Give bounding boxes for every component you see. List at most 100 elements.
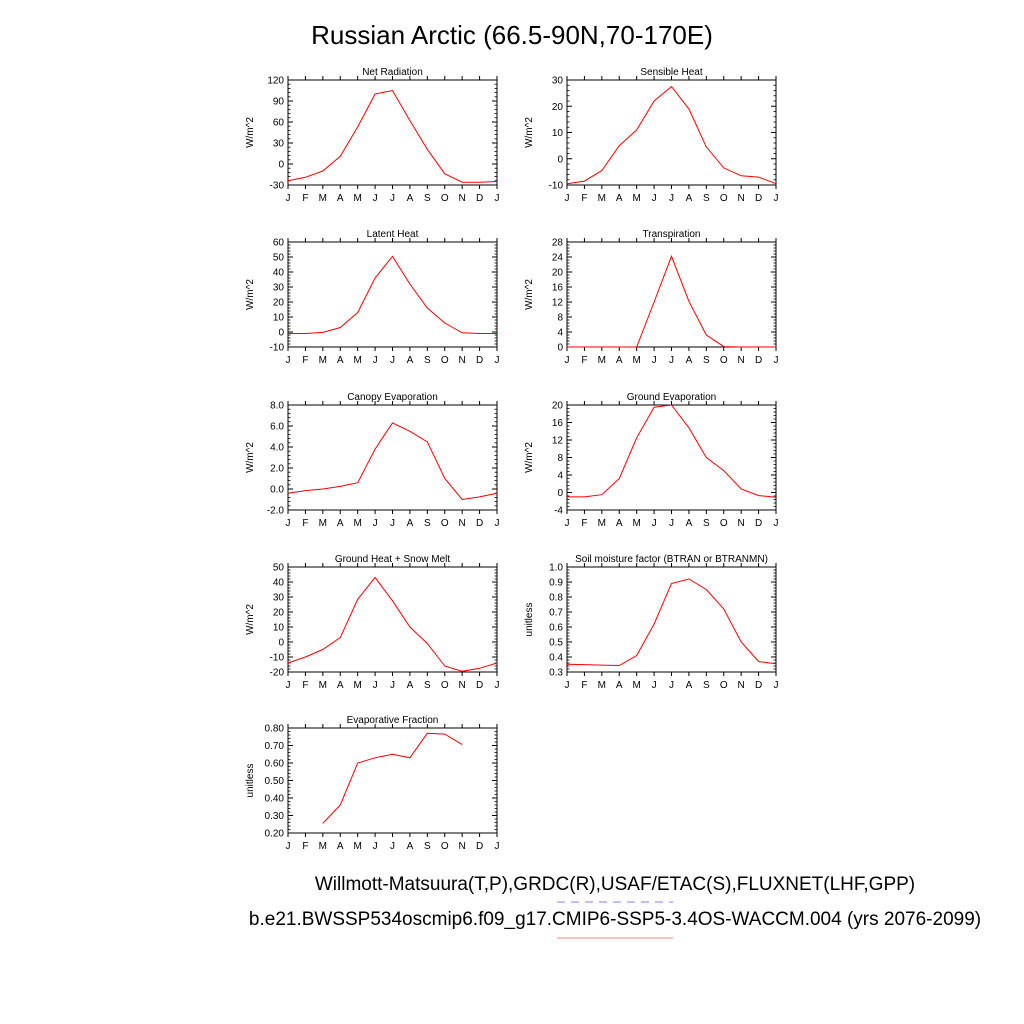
panel-title: Net Radiation: [362, 67, 423, 78]
y-tick-label: 0.70: [265, 741, 285, 752]
y-tick-label: 0.60: [265, 759, 285, 770]
y-tick-label: 120: [267, 76, 284, 87]
x-tick-label: M: [319, 193, 327, 204]
x-tick-label: F: [581, 518, 587, 529]
y-tick-label: -10: [270, 343, 285, 354]
x-tick-label: J: [669, 518, 674, 529]
x-tick-label: J: [652, 680, 657, 691]
x-tick-label: F: [302, 355, 308, 366]
x-tick-label: J: [390, 518, 395, 529]
x-tick-label: D: [755, 518, 762, 529]
y-axis-label: W/m^2: [245, 442, 256, 473]
x-tick-label: J: [373, 193, 378, 204]
x-tick-label: N: [459, 193, 466, 204]
x-tick-label: S: [703, 680, 710, 691]
y-tick-label: 0: [278, 328, 284, 339]
x-tick-label: A: [686, 518, 693, 529]
series-line: [287, 89, 498, 183]
series-line: [566, 85, 777, 185]
x-tick-label: N: [738, 680, 745, 691]
plot-frame: [566, 79, 777, 186]
y-tick-label: 20: [552, 268, 564, 279]
y-tick-label: 0.30: [265, 811, 285, 822]
x-tick-label: M: [319, 680, 327, 691]
x-tick-label: J: [669, 355, 674, 366]
x-tick-label: F: [581, 680, 587, 691]
y-axis-label: W/m^2: [524, 117, 535, 148]
figure-title: Russian Arctic (66.5-90N,70-170E): [311, 20, 713, 50]
y-tick-label: 12: [552, 436, 564, 447]
x-tick-label: N: [459, 518, 466, 529]
x-tick-label: D: [476, 518, 483, 529]
x-tick-label: M: [319, 841, 327, 852]
x-tick-label: A: [407, 680, 414, 691]
x-tick-label: O: [441, 680, 449, 691]
x-tick-label: M: [598, 518, 606, 529]
x-tick-label: S: [424, 841, 431, 852]
x-tick-label: A: [407, 841, 414, 852]
chart-panel: Ground Heat + Snow Melt -20 -10 0 10 20 30 40 50…: [245, 554, 500, 691]
x-tick-label: S: [424, 518, 431, 529]
y-axis-label: unitless: [524, 603, 535, 637]
y-tick-label: 0.3: [549, 668, 563, 679]
x-tick-label: O: [720, 193, 728, 204]
y-tick-label: 0: [557, 154, 563, 165]
y-tick-label: 8.0: [270, 401, 284, 412]
x-tick-label: N: [738, 193, 745, 204]
y-tick-label: 0.80: [265, 724, 285, 735]
y-tick-label: 16: [552, 418, 564, 429]
x-tick-label: F: [302, 680, 308, 691]
x-tick-label: F: [302, 518, 308, 529]
x-tick-label: J: [774, 518, 779, 529]
y-tick-label: 0.50: [265, 776, 285, 787]
x-tick-label: D: [476, 680, 483, 691]
x-tick-label: J: [286, 355, 291, 366]
plot-frame: [566, 241, 777, 348]
panel-title: Latent Heat: [367, 229, 419, 240]
series-line: [566, 578, 777, 667]
y-tick-label: 0.7: [549, 608, 563, 619]
x-tick-label: O: [720, 355, 728, 366]
footer-line-2: b.e21.BWSSP534oscmip6.f09_g17.CMIP6-SSP5…: [249, 909, 981, 930]
x-tick-label: O: [441, 355, 449, 366]
x-tick-label: N: [738, 355, 745, 366]
y-tick-label: 40: [273, 578, 285, 589]
chart-panel: Soil moisture factor (BTRAN or BTRANMN) 0…: [524, 554, 779, 691]
x-tick-label: J: [373, 680, 378, 691]
x-tick-label: M: [353, 680, 361, 691]
y-tick-label: 50: [273, 253, 285, 264]
x-tick-label: J: [565, 355, 570, 366]
panel-title: Ground Heat + Snow Melt: [335, 554, 451, 565]
y-tick-label: -10: [549, 181, 564, 192]
x-tick-label: J: [495, 841, 500, 852]
y-tick-label: 20: [273, 608, 285, 619]
y-tick-label: 0.0: [270, 485, 284, 496]
x-tick-label: A: [686, 193, 693, 204]
x-tick-label: J: [495, 680, 500, 691]
x-tick-label: J: [390, 680, 395, 691]
series-line: [567, 254, 776, 348]
panel-title: Sensible Heat: [640, 67, 702, 78]
x-tick-label: S: [424, 193, 431, 204]
y-tick-label: 8: [557, 313, 563, 324]
x-tick-label: S: [703, 355, 710, 366]
panel-title: Canopy Evaporation: [347, 392, 438, 403]
x-tick-label: J: [565, 193, 570, 204]
x-tick-label: A: [337, 193, 344, 204]
y-tick-label: 0.6: [549, 623, 563, 634]
y-tick-label: 0.20: [265, 829, 285, 840]
y-tick-label: 4.0: [270, 443, 284, 454]
y-tick-label: 0: [278, 638, 284, 649]
y-axis-label: W/m^2: [245, 117, 256, 148]
y-tick-label: 4: [557, 328, 563, 339]
x-tick-label: A: [616, 355, 623, 366]
x-tick-label: D: [476, 193, 483, 204]
x-tick-label: J: [390, 355, 395, 366]
x-tick-label: A: [686, 680, 693, 691]
panel-title: Transpiration: [643, 229, 701, 240]
plot-frame: [287, 566, 498, 673]
y-tick-label: 30: [552, 76, 564, 87]
x-tick-label: S: [424, 355, 431, 366]
